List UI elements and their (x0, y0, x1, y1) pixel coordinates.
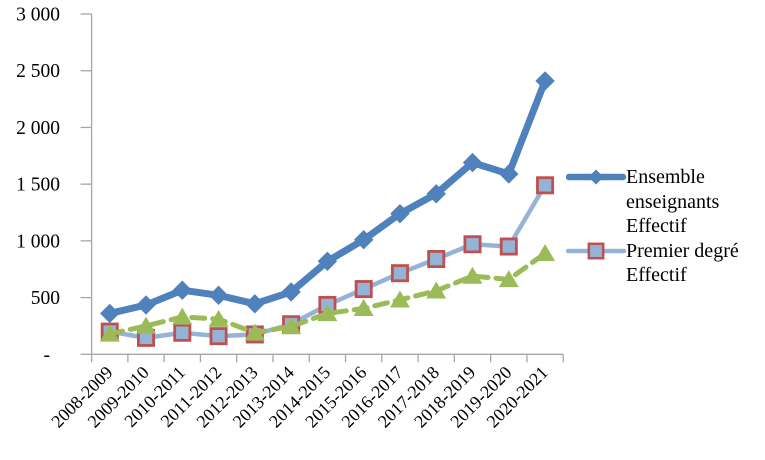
data-point-square (427, 250, 446, 269)
data-point-square (499, 237, 518, 256)
data-point-diamond (462, 152, 483, 173)
data-point-square (390, 264, 409, 283)
data-point-diamond (499, 164, 519, 184)
data-point-diamond (317, 251, 338, 271)
y-tick-label: 500 (31, 288, 60, 309)
data-point-diamond (136, 295, 156, 315)
y-tick-label: 1 000 (16, 231, 60, 252)
data-point-triangle (462, 266, 483, 284)
data-point-square (463, 235, 482, 254)
data-point-triangle (317, 304, 338, 322)
y-tick-label: 2 500 (16, 61, 60, 82)
data-point-diamond (245, 294, 265, 314)
legend-text-line: Effectif (626, 215, 687, 237)
data-point-triangle (244, 323, 265, 341)
data-point-square (173, 323, 192, 342)
data-point-diamond (535, 71, 555, 91)
series-unlabeled (99, 244, 556, 342)
data-point-triangle (426, 281, 447, 299)
data-point-triangle (208, 309, 229, 327)
data-point-diamond (100, 303, 120, 324)
y-axis-labels: 3 000 2 500 2 000 1 500 1 000 500 - (16, 5, 60, 366)
data-point-square (209, 327, 228, 346)
y-tick-label: 1 500 (16, 175, 60, 196)
data-point-triangle (389, 290, 410, 308)
data-point-square (536, 176, 555, 195)
legend-text-line: Premier degré (626, 239, 739, 262)
data-point-diamond (208, 285, 229, 306)
legend-text-line: enseignants (626, 190, 720, 213)
y-tick-label: - (44, 345, 51, 366)
data-point-triangle (535, 244, 556, 262)
legend-text-line: Effectif (626, 264, 687, 286)
legend-marker-diamond-icon (566, 165, 626, 190)
data-point-diamond (426, 184, 446, 204)
x-axis-labels: 2008-20092009-20102010-20112011-20122012… (47, 362, 552, 431)
legend-entry-ensemble: Ensemble enseignants Effectif (566, 165, 765, 239)
data-point-diamond (281, 282, 301, 302)
data-point-triangle (99, 324, 120, 342)
series-ensemble (100, 71, 555, 324)
legend-entry-premier-degre: Premier degré Effectif (566, 239, 765, 288)
legend-label-ensemble: Ensemble enseignants Effectif (626, 165, 765, 239)
y-tick-label: 2 000 (16, 118, 60, 139)
legend-text-line: Ensemble (626, 166, 705, 188)
data-point-diamond (353, 230, 374, 250)
data-point-square (354, 280, 373, 299)
axes (80, 13, 564, 363)
legend-label-premier-degre: Premier degré Effectif (626, 239, 765, 288)
y-tick-label: 3 000 (16, 5, 60, 26)
data-point-triangle (172, 307, 193, 325)
data-point-triangle (353, 299, 374, 317)
data-point-triangle (498, 270, 519, 288)
legend-marker-square-icon (566, 239, 626, 264)
data-point-triangle (281, 317, 302, 335)
legend: Ensemble enseignants Effectif Premier de… (566, 165, 765, 288)
data-point-diamond (172, 280, 192, 300)
data-point-triangle (136, 316, 157, 334)
data-point-diamond (390, 203, 410, 224)
